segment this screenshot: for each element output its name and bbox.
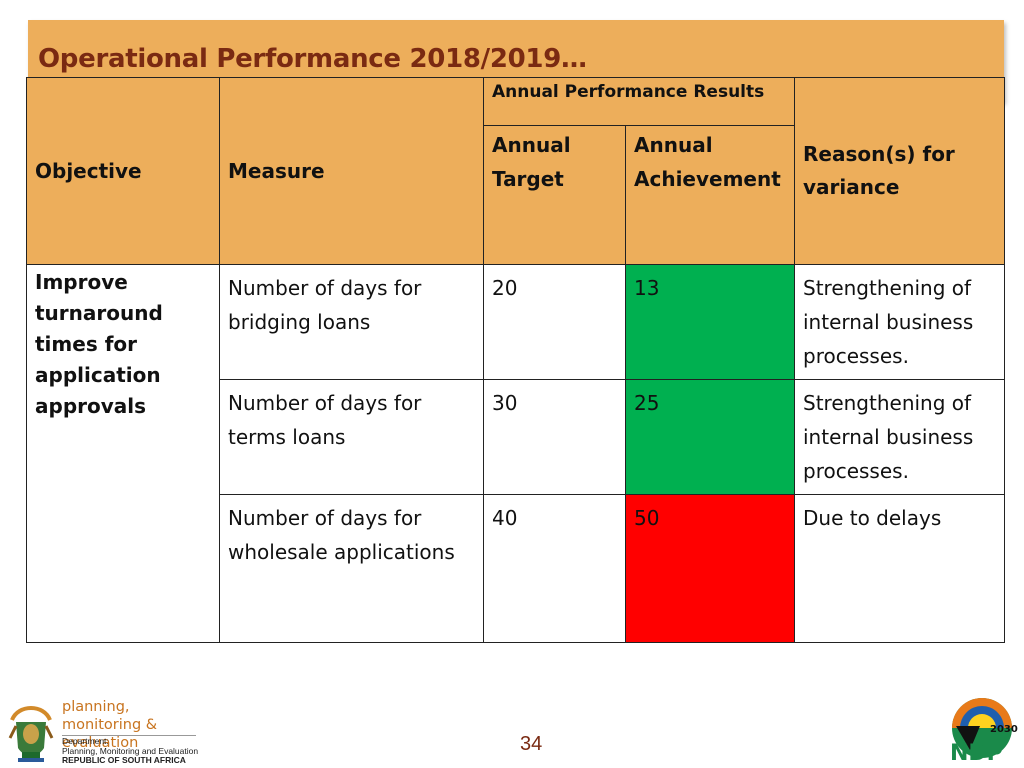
dept-line-3: REPUBLIC OF SOUTH AFRICA (62, 755, 186, 765)
footer-divider (62, 735, 196, 736)
header-objective: Objective (26, 77, 220, 265)
slide-title: Operational Performance 2018/2019… (38, 44, 587, 74)
target-cell: 40 (483, 494, 626, 643)
reason-cell: Strengthening of internal business proce… (794, 264, 1005, 380)
ndp-year-label: 2030 (990, 724, 1018, 735)
target-cell: 30 (483, 379, 626, 495)
target-cell: 20 (483, 264, 626, 380)
page-number: 34 (520, 733, 543, 755)
measure-cell: Number of days for terms loans (219, 379, 484, 495)
dpme-department-text: Department: Planning, Monitoring and Eva… (62, 736, 199, 766)
achievement-cell: 25 (625, 379, 795, 495)
measure-cell: Number of days for bridging loans (219, 264, 484, 380)
table-row: Number of days for terms loans 30 25 Str… (27, 379, 1005, 495)
header-annual-performance-results: Annual Performance Results (483, 77, 795, 126)
ndp-text-label: NDP (950, 741, 1003, 764)
coat-of-arms-icon (8, 706, 54, 762)
performance-table: Objective Measure Annual Performance Res… (26, 77, 1005, 643)
header-annual-achievement: Annual Achievement (625, 125, 795, 265)
objective-cell: Improve turnaround times for application… (26, 264, 220, 643)
achievement-cell: 13 (625, 264, 795, 380)
achievement-cell: 50 (625, 494, 795, 643)
dept-line-2: Planning, Monitoring and Evaluation (62, 745, 199, 756)
reason-cell: Strengthening of internal business proce… (794, 379, 1005, 495)
ndp-2030-logo-icon: 2030 NDP (950, 698, 1018, 764)
table-row: Improve turnaround times for application… (26, 264, 1005, 643)
header-annual-target: Annual Target (483, 125, 626, 265)
header-reason-for-variance: Reason(s) for variance (794, 77, 1005, 265)
header-subrow: Annual Target Annual Achievement (27, 125, 1005, 265)
dpme-brand-text: planning, monitoring & evaluation (62, 699, 158, 751)
header-row: Objective Measure Annual Performance Res… (26, 77, 1005, 265)
header-measure: Measure (219, 77, 484, 265)
table-row: Number of days for wholesale application… (27, 494, 1005, 643)
measure-cell: Number of days for wholesale application… (219, 494, 484, 643)
reason-cell: Due to delays (794, 494, 1005, 643)
dept-line-1: Department: (62, 736, 109, 746)
